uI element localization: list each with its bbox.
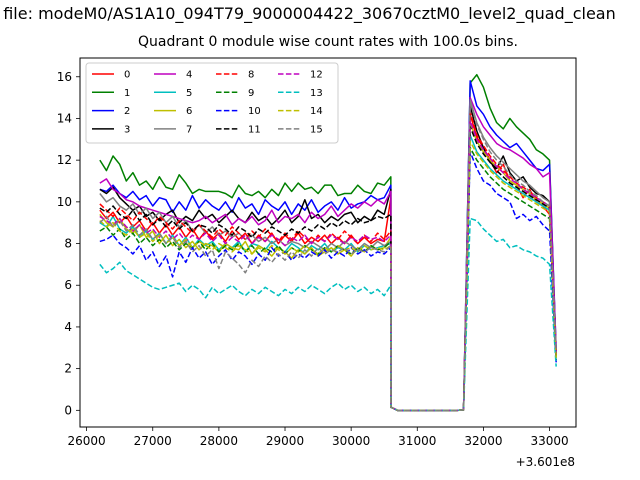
series-line-2 [99,80,557,412]
series-line-5 [99,134,557,412]
chart-title: Quadrant 0 module wise count rates with … [138,34,518,50]
series-line-12 [99,119,557,412]
y-tick-label: 14 [57,111,72,125]
legend-label-4: 4 [186,70,192,81]
legend-label-12: 12 [310,70,323,81]
x-tick-label: 30000 [332,434,370,448]
legend-label-0: 0 [124,70,130,81]
legend-label-2: 2 [124,106,130,117]
legend-label-14: 14 [310,106,323,117]
legend-label-10: 10 [248,106,261,117]
y-tick-label: 16 [57,70,72,84]
legend-label-5: 5 [186,88,192,99]
x-tick-label: 27000 [134,434,172,448]
y-tick-label: 0 [64,403,72,417]
x-tick-label: 28000 [200,434,238,448]
y-tick-label: 10 [57,195,72,209]
suptitle-text: n file: modeM0/AS1A10_094T79_9000004422_… [0,4,616,23]
series-line-13 [99,217,557,412]
y-tick-label: 12 [57,153,72,167]
series-line-4 [99,96,557,412]
y-tick-label: 2 [64,362,72,376]
series-line-8 [99,111,557,412]
plot-frame [79,57,577,428]
legend-label-7: 7 [186,124,192,135]
x-tick-label: 31000 [398,434,436,448]
x-tick-label: 29000 [266,434,304,448]
legend-label-8: 8 [248,70,254,81]
legend-label-6: 6 [186,106,192,117]
figure-suptitle: n file: modeM0/AS1A10_094T79_9000004422_… [0,4,640,23]
legend-label-1: 1 [124,88,130,99]
series-line-14 [99,140,557,412]
legend-label-15: 15 [310,124,323,135]
series-line-3 [99,105,557,412]
legend-label-13: 13 [310,88,323,99]
series-line-6 [99,121,557,412]
x-offset-label: +3.601e8 [516,455,575,469]
y-tick-label: 8 [64,237,72,251]
x-tick-label: 33000 [530,434,568,448]
series-line-9 [99,146,557,412]
legend-label-9: 9 [248,88,254,99]
series-line-10 [99,151,557,412]
legend-label-11: 11 [248,124,261,135]
legend-label-3: 3 [124,124,130,135]
y-tick-label: 6 [64,278,72,292]
legend-box [85,62,339,144]
series-layer [99,73,557,412]
axes: 26000 27000 28000 29000 30000 31000 32000 33000… [57,70,569,448]
y-tick-label: 4 [64,320,72,334]
series-line-11 [99,126,557,412]
series-line-1 [99,73,557,412]
x-tick-label: 26000 [68,434,106,448]
series-line-15 [99,101,557,412]
x-tick-label: 32000 [464,434,502,448]
